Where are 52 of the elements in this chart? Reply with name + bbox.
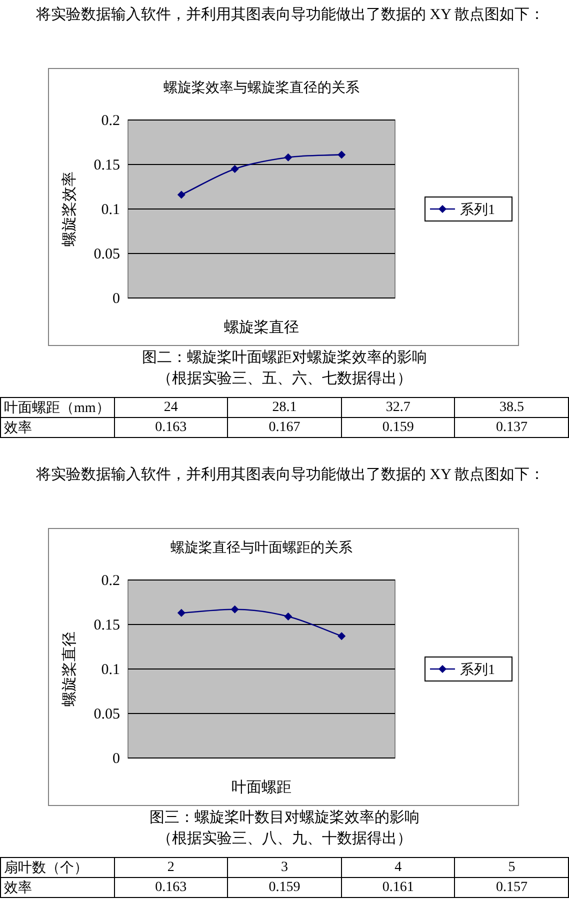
text: 0.163 [114, 418, 228, 438]
y-tick-label: 0.1 [101, 202, 120, 218]
text: 38.5 [454, 398, 568, 418]
chart-title: 螺旋桨直径与叶面螺距的关系 [170, 540, 352, 556]
chart-title: 螺旋桨效率与螺旋桨直径的关系 [164, 80, 360, 96]
text: 0.157 [454, 878, 568, 898]
point [177, 190, 186, 199]
point [230, 605, 239, 614]
legend-label: 系列1 [460, 662, 495, 678]
text: 2 [114, 858, 228, 878]
text: 32.7 [341, 398, 455, 418]
point [284, 612, 292, 620]
y-axis-title: 螺旋桨直径 [61, 632, 78, 706]
y-tick-label: 0.2 [101, 573, 120, 589]
text: 将实验数据输入软件，并利用其图表向导功能做出了数据的 XY 散点图如下： [35, 6, 546, 25]
text: 扇叶数（个） [0, 858, 114, 878]
text: 0.159 [341, 418, 455, 438]
text: 叶面螺距（mm） [0, 398, 114, 418]
text: 0.163 [114, 878, 228, 898]
y-tick-label: 0.15 [94, 158, 120, 174]
text: （根据实验三、五、六、七数据得出） [156, 370, 413, 388]
y-tick-label: 0.05 [94, 246, 120, 262]
text: 0.137 [454, 418, 568, 438]
y-tick-label: 0.05 [94, 706, 120, 722]
text: 效率 [0, 878, 114, 898]
point [230, 164, 239, 173]
text: 效率 [0, 418, 114, 438]
text: 24 [114, 398, 228, 418]
y-tick-label: 0 [112, 291, 120, 307]
text: 3 [228, 858, 342, 878]
point [284, 153, 292, 162]
text: 0.161 [341, 878, 455, 898]
point [338, 150, 346, 159]
text: 0.167 [228, 418, 342, 438]
text: 将实验数据输入软件，并利用其图表向导功能做出了数据的 XY 散点图如下： [35, 466, 546, 485]
point [338, 632, 346, 640]
text: （根据实验三、八、九、十数据得出） [156, 830, 413, 848]
text: 5 [454, 858, 568, 878]
y-tick-label: 0.1 [101, 662, 120, 678]
x-axis-title: 叶面螺距 [232, 779, 292, 796]
y-tick-label: 0.2 [101, 113, 120, 129]
text: 4 [341, 858, 455, 878]
text: 28.1 [228, 398, 342, 418]
text: 图三：螺旋桨叶数目对螺旋桨效率的影响 [148, 808, 420, 827]
y-axis-title: 螺旋桨效率 [61, 172, 78, 246]
y-tick-label: 0.15 [94, 618, 120, 634]
x-axis-title: 螺旋桨直径 [224, 319, 299, 336]
legend-label: 系列1 [460, 202, 495, 218]
point [177, 608, 186, 617]
y-tick-label: 0 [112, 751, 120, 767]
text: 0.159 [228, 878, 342, 898]
text: 图二：螺旋桨叶面螺距对螺旋桨效率的影响 [141, 348, 428, 367]
